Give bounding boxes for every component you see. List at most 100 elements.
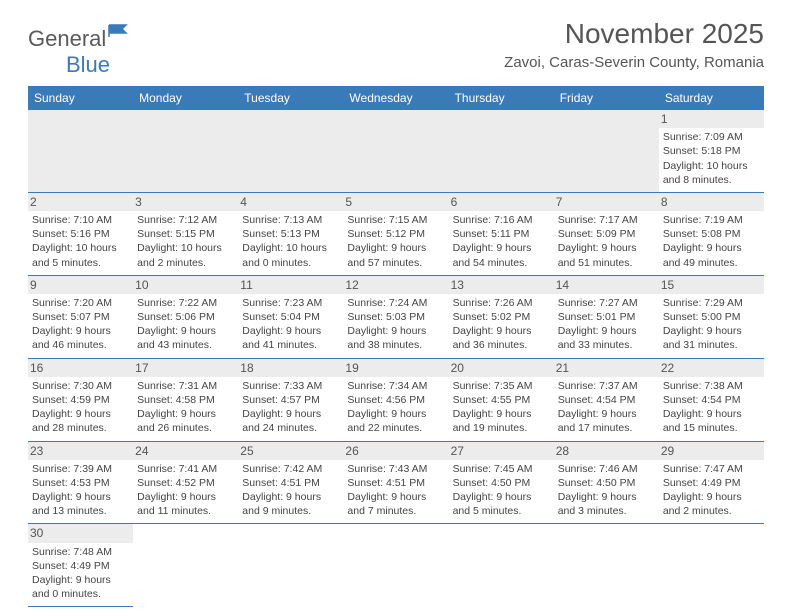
- sunset-text: Sunset: 5:15 PM: [137, 227, 234, 241]
- day-header: Wednesday: [343, 86, 448, 110]
- calendar-cell: 18Sunrise: 7:33 AMSunset: 4:57 PMDayligh…: [238, 358, 343, 441]
- sunset-text: Sunset: 5:03 PM: [347, 310, 444, 324]
- calendar-cell: 21Sunrise: 7:37 AMSunset: 4:54 PMDayligh…: [554, 358, 659, 441]
- flag-icon: [108, 24, 130, 38]
- daylight-text: Daylight: 9 hours and 41 minutes.: [242, 324, 339, 352]
- day-number: 13: [449, 276, 554, 294]
- daylight-text: Daylight: 9 hours and 11 minutes.: [137, 490, 234, 518]
- calendar-cell: 11Sunrise: 7:23 AMSunset: 5:04 PMDayligh…: [238, 275, 343, 358]
- daylight-text: Daylight: 9 hours and 13 minutes.: [32, 490, 129, 518]
- sunset-text: Sunset: 4:58 PM: [137, 393, 234, 407]
- sunset-text: Sunset: 5:02 PM: [453, 310, 550, 324]
- day-number: 17: [133, 359, 238, 377]
- sunset-text: Sunset: 4:56 PM: [347, 393, 444, 407]
- sunset-text: Sunset: 4:54 PM: [663, 393, 760, 407]
- sunrise-text: Sunrise: 7:26 AM: [453, 296, 550, 310]
- calendar-cell: [343, 110, 448, 192]
- title-block: November 2025 Zavoi, Caras-Severin Count…: [504, 18, 764, 71]
- day-number: 5: [343, 193, 448, 211]
- logo: General Blue: [28, 24, 130, 78]
- day-header: Saturday: [659, 86, 764, 110]
- sunrise-text: Sunrise: 7:20 AM: [32, 296, 129, 310]
- day-header: Tuesday: [238, 86, 343, 110]
- daylight-text: Daylight: 9 hours and 54 minutes.: [453, 241, 550, 269]
- sunset-text: Sunset: 5:07 PM: [32, 310, 129, 324]
- sunset-text: Sunset: 4:50 PM: [453, 476, 550, 490]
- sunrise-text: Sunrise: 7:43 AM: [347, 462, 444, 476]
- daylight-text: Daylight: 9 hours and 3 minutes.: [558, 490, 655, 518]
- sunrise-text: Sunrise: 7:29 AM: [663, 296, 760, 310]
- daylight-text: Daylight: 9 hours and 33 minutes.: [558, 324, 655, 352]
- calendar-cell: 26Sunrise: 7:43 AMSunset: 4:51 PMDayligh…: [343, 441, 448, 524]
- sunset-text: Sunset: 4:52 PM: [137, 476, 234, 490]
- page-title: November 2025: [504, 18, 764, 50]
- sunrise-text: Sunrise: 7:33 AM: [242, 379, 339, 393]
- sunset-text: Sunset: 4:53 PM: [32, 476, 129, 490]
- calendar-row: 16Sunrise: 7:30 AMSunset: 4:59 PMDayligh…: [28, 358, 764, 441]
- sunset-text: Sunset: 5:08 PM: [663, 227, 760, 241]
- calendar-cell: 15Sunrise: 7:29 AMSunset: 5:00 PMDayligh…: [659, 275, 764, 358]
- daylight-text: Daylight: 9 hours and 51 minutes.: [558, 241, 655, 269]
- day-number: 28: [554, 442, 659, 460]
- daylight-text: Daylight: 9 hours and 2 minutes.: [663, 490, 760, 518]
- calendar-cell: 13 Sunrise: 7:26 AMSunset: 5:02 PMDayligh…: [449, 275, 554, 358]
- sunrise-text: Sunrise: 7:13 AM: [242, 213, 339, 227]
- sunset-text: Sunset: 5:12 PM: [347, 227, 444, 241]
- sunrise-text: Sunrise: 7:17 AM: [558, 213, 655, 227]
- sunrise-text: Sunrise: 7:23 AM: [242, 296, 339, 310]
- sunrise-text: Sunrise: 7:41 AM: [137, 462, 234, 476]
- calendar-cell: [133, 524, 238, 607]
- calendar-cell: 9 Sunrise: 7:20 AMSunset: 5:07 PMDaylight…: [28, 275, 133, 358]
- calendar-cell: 20Sunrise: 7:35 AMSunset: 4:55 PMDayligh…: [449, 358, 554, 441]
- day-number: 21: [554, 359, 659, 377]
- calendar-cell: 14Sunrise: 7:27 AMSunset: 5:01 PMDayligh…: [554, 275, 659, 358]
- sunrise-text: Sunrise: 7:24 AM: [347, 296, 444, 310]
- daylight-text: Daylight: 9 hours and 19 minutes.: [453, 407, 550, 435]
- daylight-text: Daylight: 9 hours and 15 minutes.: [663, 407, 760, 435]
- location-text: Zavoi, Caras-Severin County, Romania: [504, 54, 764, 71]
- daylight-text: Daylight: 9 hours and 24 minutes.: [242, 407, 339, 435]
- calendar-cell: 23Sunrise: 7:39 AMSunset: 4:53 PMDayligh…: [28, 441, 133, 524]
- daylight-text: Daylight: 9 hours and 22 minutes.: [347, 407, 444, 435]
- sunrise-text: Sunrise: 7:48 AM: [32, 545, 129, 559]
- calendar-cell: [343, 524, 448, 607]
- daylight-text: Daylight: 9 hours and 49 minutes.: [663, 241, 760, 269]
- sunset-text: Sunset: 4:51 PM: [347, 476, 444, 490]
- daylight-text: Daylight: 9 hours and 36 minutes.: [453, 324, 550, 352]
- day-number: 27: [449, 442, 554, 460]
- sunrise-text: Sunrise: 7:12 AM: [137, 213, 234, 227]
- day-number: 22: [659, 359, 764, 377]
- day-number: 2: [28, 193, 133, 211]
- calendar-cell: 5Sunrise: 7:15 AMSunset: 5:12 PMDaylight…: [343, 192, 448, 275]
- daylight-text: Daylight: 9 hours and 26 minutes.: [137, 407, 234, 435]
- sunrise-text: Sunrise: 7:09 AM: [663, 130, 760, 144]
- calendar-cell: [554, 110, 659, 192]
- daylight-text: Daylight: 9 hours and 46 minutes.: [32, 324, 129, 352]
- sunrise-text: Sunrise: 7:35 AM: [453, 379, 550, 393]
- sunrise-text: Sunrise: 7:22 AM: [137, 296, 234, 310]
- daylight-text: Daylight: 10 hours and 5 minutes.: [32, 241, 129, 269]
- calendar-cell: 7Sunrise: 7:17 AMSunset: 5:09 PMDaylight…: [554, 192, 659, 275]
- calendar-cell: 29Sunrise: 7:47 AMSunset: 4:49 PMDayligh…: [659, 441, 764, 524]
- daylight-text: Daylight: 9 hours and 31 minutes.: [663, 324, 760, 352]
- day-number: 8: [659, 193, 764, 211]
- calendar-cell: 4Sunrise: 7:13 AMSunset: 5:13 PMDaylight…: [238, 192, 343, 275]
- logo-text-1: General: [28, 26, 106, 51]
- sunset-text: Sunset: 4:49 PM: [663, 476, 760, 490]
- daylight-text: Daylight: 9 hours and 0 minutes.: [32, 573, 129, 601]
- calendar-cell: 12Sunrise: 7:24 AMSunset: 5:03 PMDayligh…: [343, 275, 448, 358]
- sunrise-text: Sunrise: 7:30 AM: [32, 379, 129, 393]
- day-number: 25: [238, 442, 343, 460]
- sunrise-text: Sunrise: 7:34 AM: [347, 379, 444, 393]
- header: General Blue November 2025 Zavoi, Caras-…: [28, 18, 764, 78]
- day-number: 9: [28, 276, 133, 294]
- sunset-text: Sunset: 4:49 PM: [32, 559, 129, 573]
- sunrise-text: Sunrise: 7:45 AM: [453, 462, 550, 476]
- calendar-cell: [238, 110, 343, 192]
- calendar-row: 2Sunrise: 7:10 AMSunset: 5:16 PMDaylight…: [28, 192, 764, 275]
- sunset-text: Sunset: 4:50 PM: [558, 476, 655, 490]
- day-header: Friday: [554, 86, 659, 110]
- calendar-cell: [133, 110, 238, 192]
- daylight-text: Daylight: 10 hours and 8 minutes.: [663, 159, 760, 187]
- day-number: 19: [343, 359, 448, 377]
